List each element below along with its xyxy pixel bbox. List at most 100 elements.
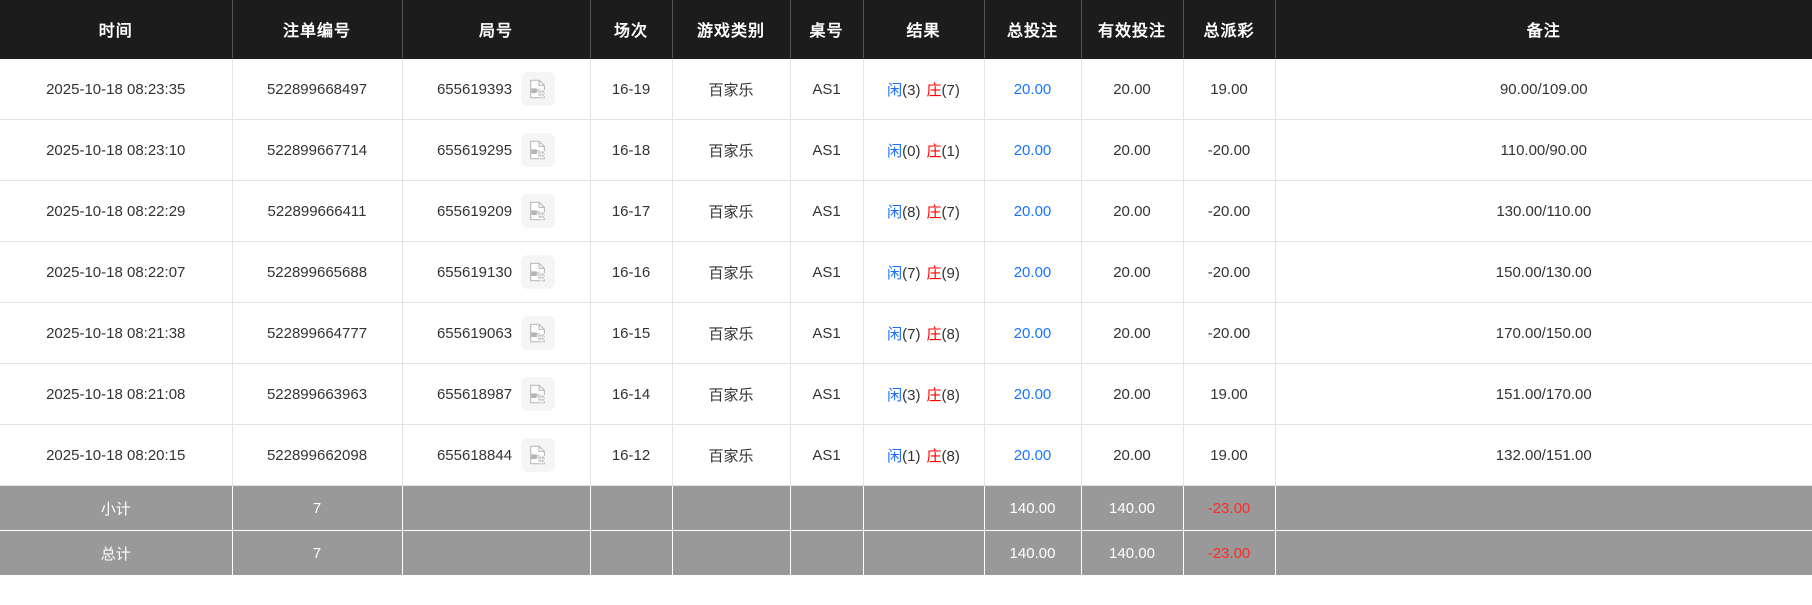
column-header-bet-no[interactable]: 注单编号 [232, 0, 403, 59]
summary-result [863, 485, 985, 531]
player-points: (3) [902, 81, 921, 99]
cell-valid-bet: 20.00 [1081, 424, 1184, 486]
column-header-remark[interactable]: 备注 [1275, 0, 1812, 59]
cell-total-bet: 20.00 [984, 180, 1082, 242]
round-no-text: 655619209 [436, 202, 513, 220]
cell-time: 2025-10-18 08:23:35 [0, 58, 233, 120]
column-header-payout[interactable]: 总派彩 [1183, 0, 1276, 59]
summary-valid-bet: 140.00 [1081, 530, 1184, 575]
cell-valid-bet: 20.00 [1081, 363, 1184, 425]
table-body: 2025-10-18 08:23:35 522899668497 655619393… [0, 58, 1812, 575]
video-record-icon[interactable] [521, 438, 556, 472]
video-record-icon[interactable] [521, 194, 556, 228]
column-header-shift[interactable]: 场次 [590, 0, 673, 59]
total-bet-link[interactable]: 20.00 [1013, 446, 1052, 464]
summary-shift [590, 485, 673, 531]
cell-result: 闲(3) 庄(8) [863, 363, 985, 425]
cell-remark: 151.00/170.00 [1275, 363, 1812, 425]
cell-payout: 19.00 [1183, 363, 1276, 425]
cell-time: 2025-10-18 08:21:38 [0, 302, 233, 364]
cell-remark: 90.00/109.00 [1275, 58, 1812, 120]
column-header-total-bet[interactable]: 总投注 [984, 0, 1082, 59]
banker-label: 庄 [926, 142, 942, 160]
summary-payout: -23.00 [1183, 530, 1276, 575]
cell-shift: 16-19 [590, 58, 673, 120]
video-record-icon[interactable] [521, 133, 556, 167]
banker-points: (1) [941, 142, 960, 160]
cell-result: 闲(7) 庄(8) [863, 302, 985, 364]
cell-payout: -20.00 [1183, 302, 1276, 364]
cell-table-no: AS1 [790, 180, 864, 242]
player-label: 闲 [887, 81, 903, 99]
total-bet-link[interactable]: 20.00 [1013, 385, 1052, 403]
cell-time: 2025-10-18 08:22:07 [0, 241, 233, 303]
summary-row: 小计 7 140.00 140.00 -23.00 [0, 485, 1812, 531]
video-record-icon[interactable] [521, 377, 556, 411]
column-header-valid-bet[interactable]: 有效投注 [1081, 0, 1184, 59]
summary-payout: -23.00 [1183, 485, 1276, 531]
cell-total-bet: 20.00 [984, 58, 1082, 120]
cell-game-type: 百家乐 [672, 363, 791, 425]
cell-result: 闲(8) 庄(7) [863, 180, 985, 242]
banker-label: 庄 [926, 447, 942, 465]
banker-label: 庄 [926, 386, 942, 404]
video-record-icon[interactable] [521, 72, 556, 106]
cell-remark: 132.00/151.00 [1275, 424, 1812, 486]
cell-total-bet: 20.00 [984, 424, 1082, 486]
total-bet-link[interactable]: 20.00 [1013, 263, 1052, 281]
cell-total-bet: 20.00 [984, 363, 1082, 425]
banker-points: (8) [941, 325, 960, 343]
video-record-icon[interactable] [521, 255, 556, 289]
player-points: (0) [902, 142, 921, 160]
banker-points: (7) [941, 203, 960, 221]
cell-remark: 170.00/150.00 [1275, 302, 1812, 364]
summary-remark [1275, 530, 1812, 575]
summary-table-no [790, 485, 864, 531]
cell-remark: 130.00/110.00 [1275, 180, 1812, 242]
cell-remark: 110.00/90.00 [1275, 119, 1812, 181]
summary-valid-bet: 140.00 [1081, 485, 1184, 531]
cell-bet-no: 522899665688 [232, 241, 403, 303]
table-row: 2025-10-18 08:23:10 522899667714 655619295… [0, 119, 1812, 181]
cell-bet-no: 522899668497 [232, 58, 403, 120]
cell-total-bet: 20.00 [984, 241, 1082, 303]
cell-valid-bet: 20.00 [1081, 241, 1184, 303]
cell-game-type: 百家乐 [672, 302, 791, 364]
column-header-time[interactable]: 时间 [0, 0, 233, 59]
cell-bet-no: 522899666411 [232, 180, 403, 242]
summary-remark [1275, 485, 1812, 531]
cell-valid-bet: 20.00 [1081, 302, 1184, 364]
cell-time: 2025-10-18 08:23:10 [0, 119, 233, 181]
cell-game-type: 百家乐 [672, 180, 791, 242]
total-bet-link[interactable]: 20.00 [1013, 324, 1052, 342]
player-label: 闲 [887, 203, 903, 221]
column-header-game-type[interactable]: 游戏类别 [672, 0, 791, 59]
player-label: 闲 [887, 325, 903, 343]
summary-game-type [672, 485, 791, 531]
player-points: (7) [902, 325, 921, 343]
cell-remark: 150.00/130.00 [1275, 241, 1812, 303]
round-no-text: 655618987 [436, 385, 513, 403]
cell-result: 闲(7) 庄(9) [863, 241, 985, 303]
total-bet-link[interactable]: 20.00 [1013, 141, 1052, 159]
total-bet-link[interactable]: 20.00 [1013, 202, 1052, 220]
video-record-icon[interactable] [521, 316, 556, 350]
table-header: 时间 注单编号 局号 场次 游戏类别 桌号 结果 总投注 有效投注 总派彩 备注 [0, 0, 1812, 59]
summary-round-no [402, 530, 591, 575]
summary-label: 总计 [0, 530, 233, 575]
cell-total-bet: 20.00 [984, 302, 1082, 364]
banker-label: 庄 [926, 81, 942, 99]
table-row: 2025-10-18 08:21:08 522899663963 655618987… [0, 363, 1812, 425]
column-header-result[interactable]: 结果 [863, 0, 985, 59]
cell-round-no: 655618987 [402, 363, 591, 425]
total-bet-link[interactable]: 20.00 [1013, 80, 1052, 98]
cell-round-no: 655619130 [402, 241, 591, 303]
banker-points: (9) [941, 264, 960, 282]
column-header-table-no[interactable]: 桌号 [790, 0, 864, 59]
summary-count: 7 [232, 530, 403, 575]
header-row: 时间 注单编号 局号 场次 游戏类别 桌号 结果 总投注 有效投注 总派彩 备注 [0, 0, 1812, 59]
summary-round-no [402, 485, 591, 531]
column-header-round-no[interactable]: 局号 [402, 0, 591, 59]
cell-round-no: 655618844 [402, 424, 591, 486]
cell-payout: 19.00 [1183, 424, 1276, 486]
